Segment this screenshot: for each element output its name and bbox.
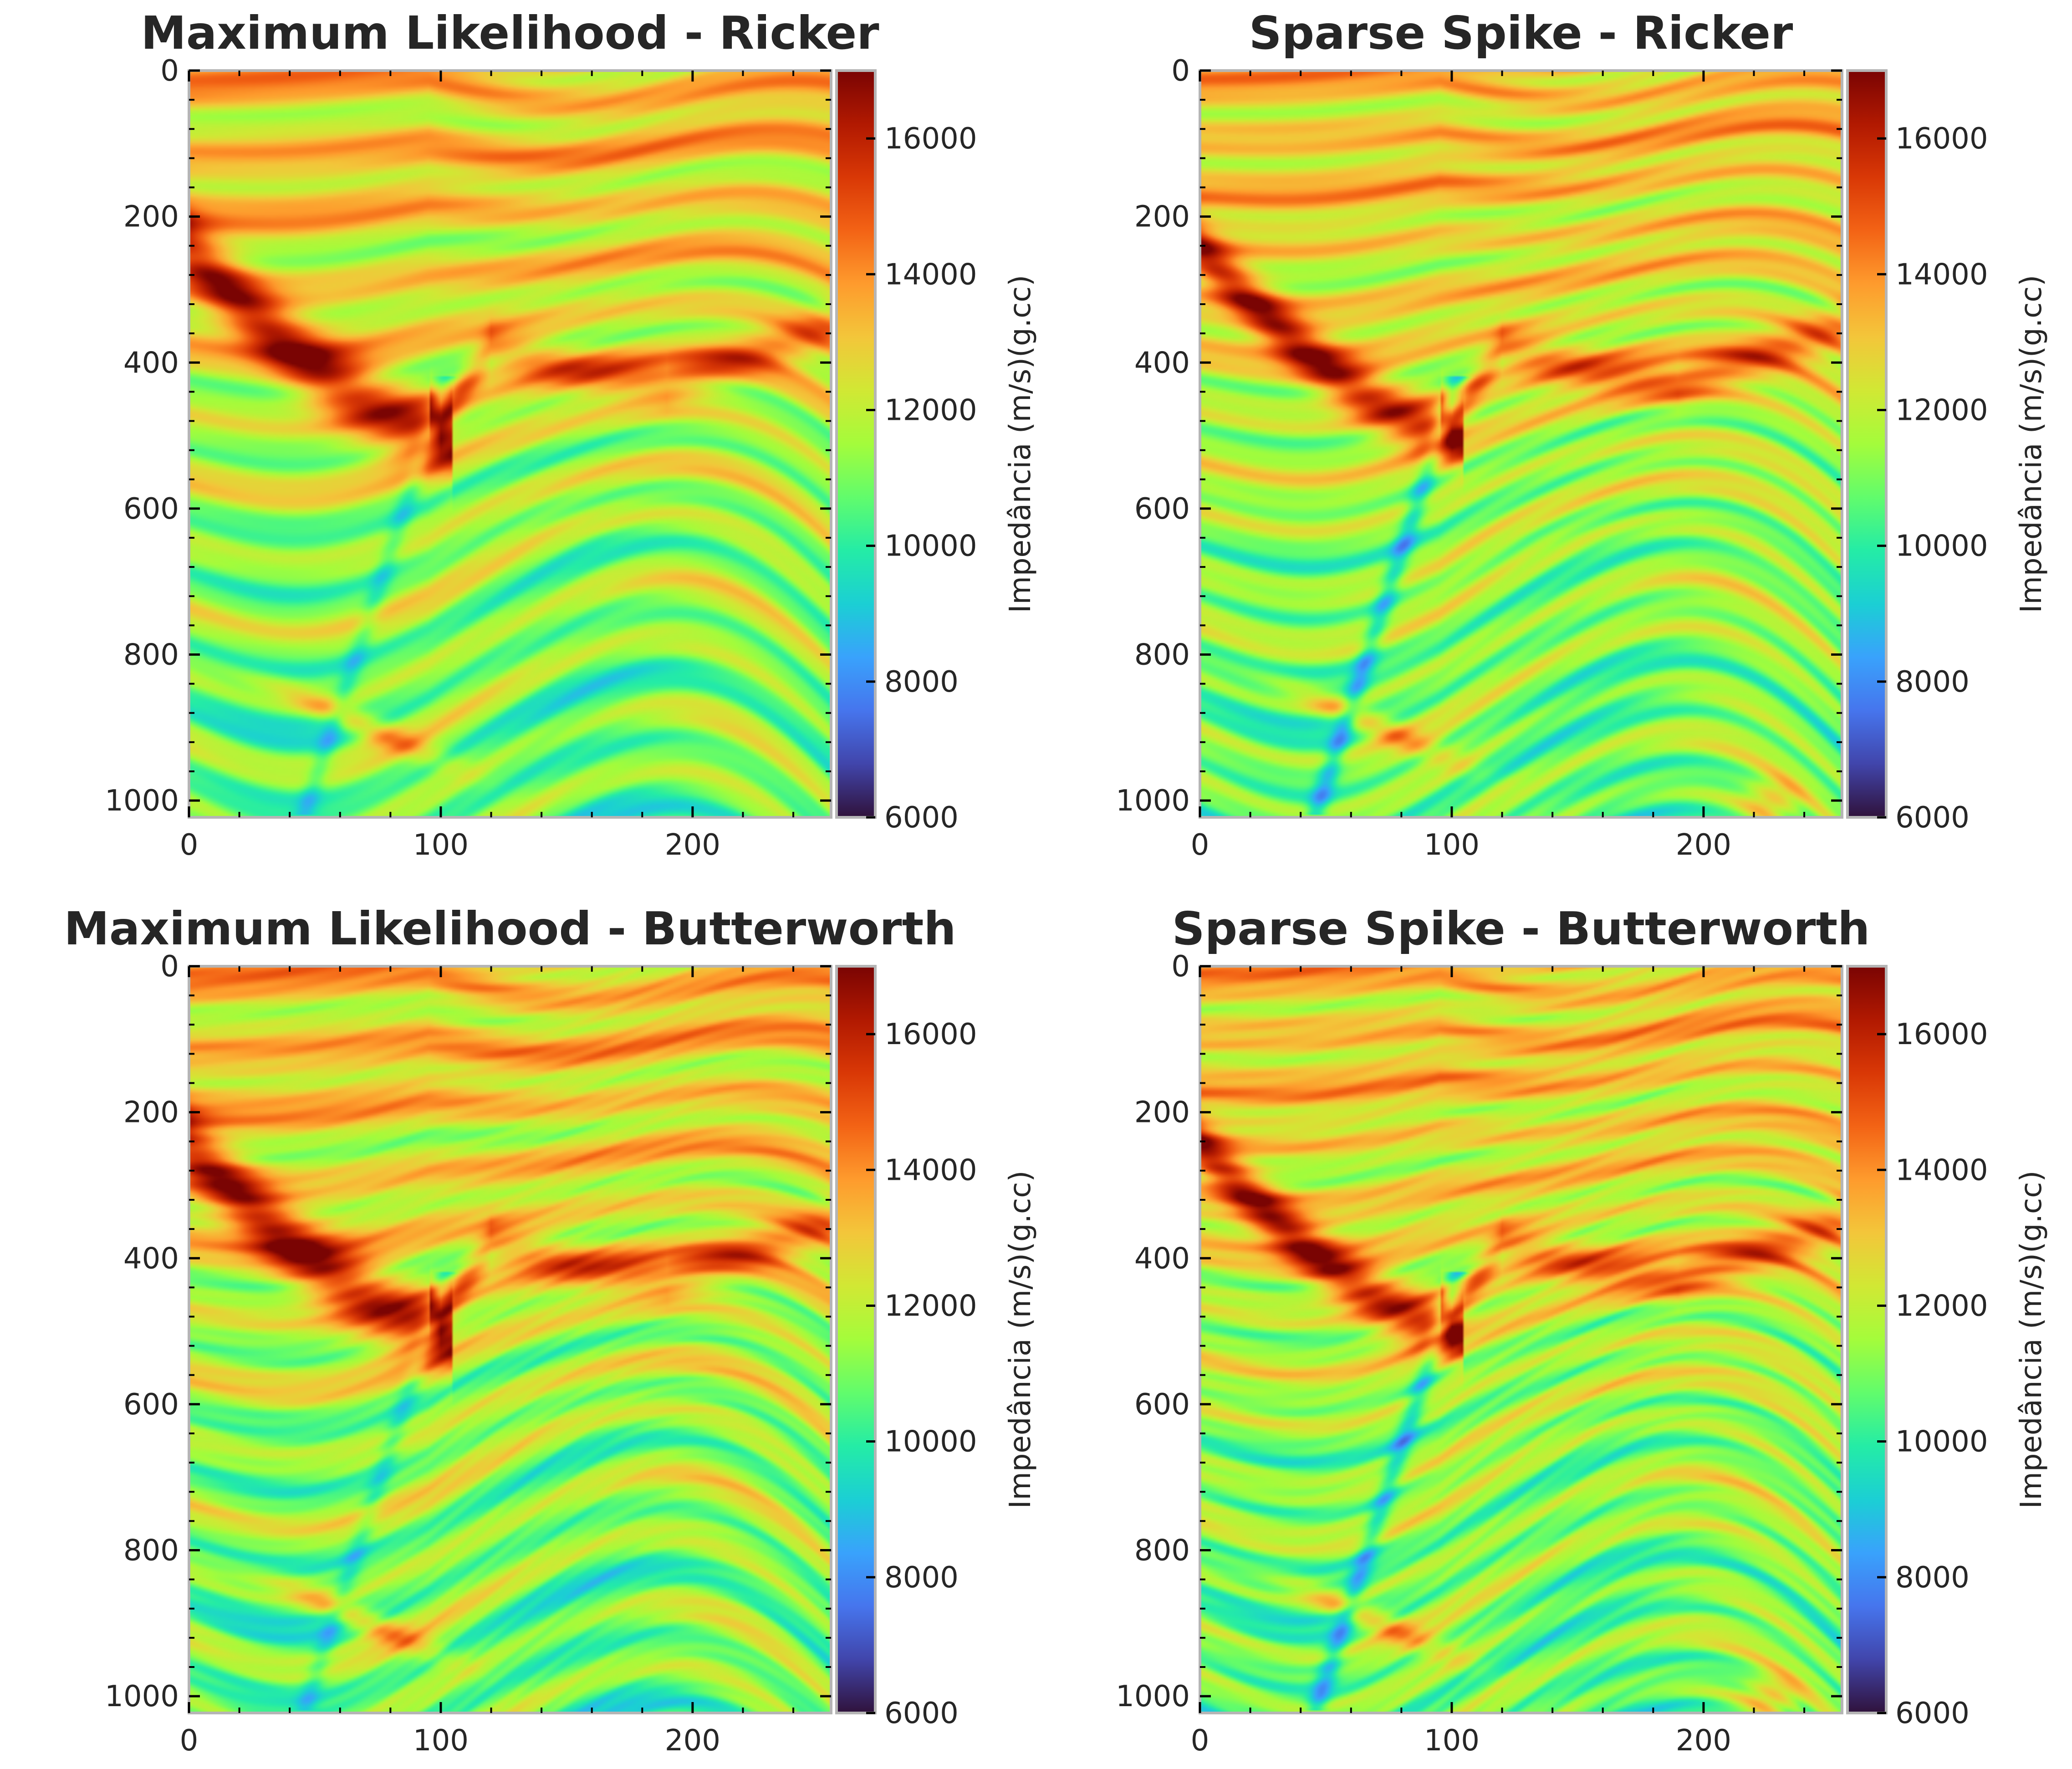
colorbar-tick-label: 8000 <box>1895 665 1970 699</box>
x-tick-label: 200 <box>1676 828 1731 862</box>
y-tick-label: 200 <box>1134 1096 1190 1130</box>
y-tick-label: 400 <box>123 346 179 380</box>
colorbar-tick-label: 14000 <box>1895 258 1988 291</box>
y-tick-label: 0 <box>1171 950 1190 984</box>
y-tick-label: 800 <box>123 638 179 672</box>
colorbar-label: Impedância (m/s)(g.cc) <box>1004 275 1037 613</box>
panels: Maximum Likelihood - Ricker0200400600800… <box>64 6 2048 1758</box>
y-tick-label: 200 <box>1134 200 1190 234</box>
colorbar-tick-label: 12000 <box>884 1289 977 1323</box>
y-tick-label: 0 <box>1171 54 1190 88</box>
colorbar-tick-label: 10000 <box>1895 530 1988 563</box>
colorbar-tick-label: 6000 <box>1895 1697 1970 1730</box>
x-tick-label: 200 <box>665 828 720 862</box>
colorbar-tick-label: 8000 <box>1895 1561 1970 1595</box>
colorbar <box>1846 965 1888 1714</box>
x-tick-label: 0 <box>180 1724 199 1758</box>
axes-frame <box>1199 69 1843 819</box>
panel-title: Sparse Spike - Ricker <box>1249 6 1793 60</box>
y-tick-label: 0 <box>160 950 179 984</box>
y-tick-label: 800 <box>1134 1534 1190 1568</box>
y-tick-label: 0 <box>160 54 179 88</box>
panel-title: Sparse Spike - Butterworth <box>1172 902 1870 955</box>
y-tick-label: 1000 <box>1116 784 1190 818</box>
colorbar <box>1846 69 1888 819</box>
panel-4: Sparse Spike - Butterworth02004006008001… <box>1116 902 2048 1758</box>
axes-frame <box>188 69 832 819</box>
colorbar-tick-label: 6000 <box>884 1697 959 1730</box>
heatmap-image <box>1200 71 1842 817</box>
colorbar-label: Impedância (m/s)(g.cc) <box>2015 275 2048 613</box>
colorbar-tick-label: 6000 <box>1895 801 1970 835</box>
x-tick-label: 0 <box>1191 828 1210 862</box>
colorbar-tick-label: 12000 <box>1895 1289 1988 1323</box>
colorbar-tick-label: 12000 <box>884 393 977 427</box>
colorbar-tick-label: 14000 <box>1895 1153 1988 1187</box>
colorbar-tick-label: 16000 <box>1895 1018 1988 1051</box>
x-tick-label: 100 <box>413 828 469 862</box>
heatmap-image <box>189 966 831 1713</box>
colorbar-tick-label: 16000 <box>1895 122 1988 156</box>
y-tick-label: 400 <box>1134 346 1190 380</box>
colorbar-tick-label: 10000 <box>884 1425 977 1459</box>
y-tick-label: 1000 <box>105 1680 179 1713</box>
colorbar-tick-label: 12000 <box>1895 393 1988 427</box>
y-tick-label: 1000 <box>1116 1680 1190 1713</box>
colorbar-tick-label: 8000 <box>884 665 959 699</box>
x-tick-label: 200 <box>1676 1724 1731 1758</box>
heatmap-image <box>1200 966 1842 1713</box>
y-tick-label: 600 <box>1134 1388 1190 1422</box>
colorbar-label: Impedância (m/s)(g.cc) <box>1004 1171 1037 1509</box>
colorbar-label: Impedância (m/s)(g.cc) <box>2015 1171 2048 1509</box>
colorbar-tick-label: 14000 <box>884 1153 977 1187</box>
panel-1: Maximum Likelihood - Ricker0200400600800… <box>105 6 1037 862</box>
colorbar-tick-label: 16000 <box>884 122 977 156</box>
colorbar <box>835 965 877 1714</box>
x-tick-label: 100 <box>1424 828 1480 862</box>
y-tick-label: 1000 <box>105 784 179 818</box>
y-tick-label: 200 <box>123 1096 179 1130</box>
colorbar-tick-label: 16000 <box>884 1018 977 1051</box>
y-tick-label: 600 <box>123 492 179 526</box>
panel-3: Maximum Likelihood - Butterworth02004006… <box>64 902 1037 1758</box>
x-tick-label: 100 <box>1424 1724 1480 1758</box>
x-tick-label: 0 <box>180 828 199 862</box>
axes-frame <box>188 965 832 1714</box>
colorbar-tick-label: 10000 <box>884 530 977 563</box>
y-tick-label: 400 <box>1134 1242 1190 1275</box>
colorbar-tick-label: 8000 <box>884 1561 959 1595</box>
heatmap-image <box>189 71 831 817</box>
axes-frame <box>1199 965 1843 1714</box>
y-tick-label: 800 <box>123 1534 179 1568</box>
colorbar-tick-label: 6000 <box>884 801 959 835</box>
y-tick-label: 200 <box>123 200 179 234</box>
panel-title: Maximum Likelihood - Butterworth <box>64 902 956 955</box>
y-tick-label: 400 <box>123 1242 179 1275</box>
colorbar-tick-label: 10000 <box>1895 1425 1988 1459</box>
y-tick-label: 600 <box>1134 492 1190 526</box>
x-tick-label: 100 <box>413 1724 469 1758</box>
x-tick-label: 200 <box>665 1724 720 1758</box>
panel-title: Maximum Likelihood - Ricker <box>141 6 879 60</box>
y-tick-label: 600 <box>123 1388 179 1422</box>
colorbar-tick-label: 14000 <box>884 258 977 291</box>
x-tick-label: 0 <box>1191 1724 1210 1758</box>
y-tick-label: 800 <box>1134 638 1190 672</box>
colorbar <box>835 69 877 819</box>
